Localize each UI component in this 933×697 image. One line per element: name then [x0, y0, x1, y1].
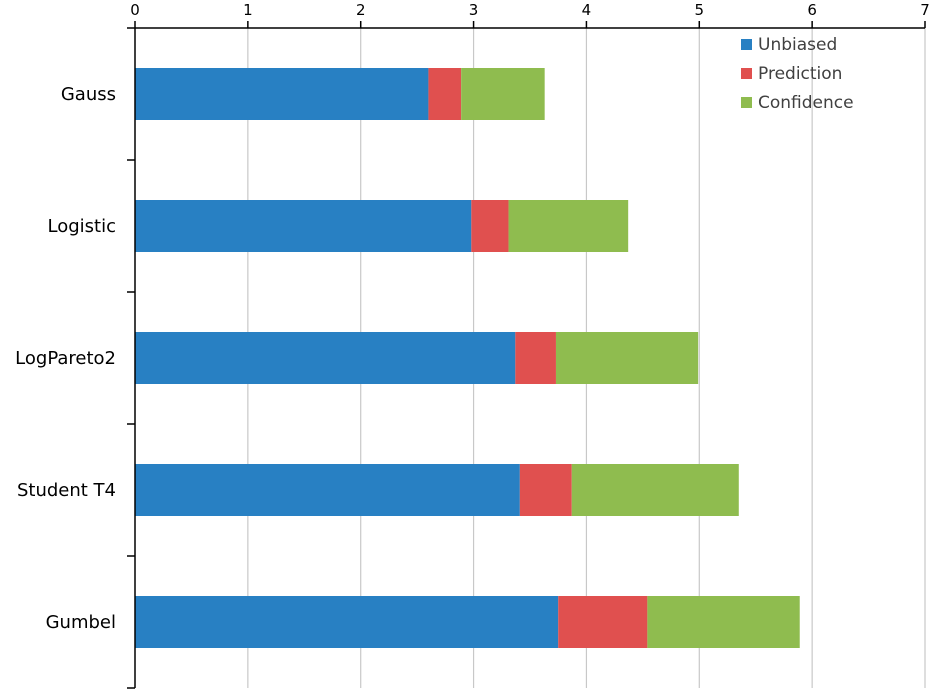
bar-segment-prediction — [471, 200, 509, 252]
axes: 0 1 2 3 4 5 6 7 Gauss Logistic LogPareto2 Student T… — [15, 1, 930, 689]
bar-segment-confidence — [555, 332, 699, 384]
category-label: LogPareto2 — [15, 348, 116, 369]
bar-segment-confidence — [647, 596, 800, 648]
category-label: Gumbel — [46, 612, 116, 633]
bar-segment-confidence — [571, 464, 739, 516]
legend-swatch — [741, 39, 752, 50]
bars — [135, 68, 800, 648]
bar-segment-prediction — [428, 68, 462, 120]
bar-segment-prediction — [558, 596, 648, 648]
legend-swatch — [741, 68, 752, 79]
bar-segment-confidence — [461, 68, 545, 120]
bar-segment-prediction — [515, 332, 556, 384]
x-tick-label: 7 — [920, 1, 930, 19]
x-tick-label: 1 — [243, 1, 253, 19]
x-tick-label: 6 — [807, 1, 817, 19]
x-tick-label: 0 — [130, 1, 140, 19]
x-tick-label: 4 — [582, 1, 592, 19]
bar-segment-unbiased — [135, 464, 520, 516]
x-tick-label: 5 — [695, 1, 705, 19]
legend-label: Confidence — [758, 93, 854, 113]
category-label: Student T4 — [17, 480, 116, 501]
x-tick-label: 2 — [356, 1, 366, 19]
x-tick-label: 3 — [469, 1, 479, 19]
legend: Unbiased Prediction Confidence — [741, 35, 854, 113]
legend-swatch — [741, 97, 752, 108]
bar-segment-confidence — [508, 200, 629, 252]
bar-segment-prediction — [519, 464, 572, 516]
category-label: Gauss — [61, 84, 116, 105]
legend-label: Prediction — [758, 64, 842, 84]
bar-segment-unbiased — [135, 68, 429, 120]
bar-segment-unbiased — [135, 200, 472, 252]
bar-segment-unbiased — [135, 596, 559, 648]
category-label: Logistic — [48, 216, 116, 237]
bar-segment-unbiased — [135, 332, 516, 384]
legend-label: Unbiased — [758, 35, 837, 55]
